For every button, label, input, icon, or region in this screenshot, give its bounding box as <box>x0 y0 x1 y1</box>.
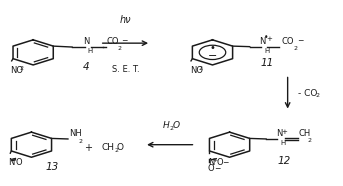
Text: 4: 4 <box>83 62 90 72</box>
Text: CH: CH <box>102 143 115 152</box>
Text: H: H <box>281 140 286 146</box>
Text: N: N <box>9 158 15 167</box>
Text: •: • <box>210 43 215 53</box>
Text: N: N <box>208 158 214 167</box>
Text: O: O <box>117 143 124 152</box>
Text: +: + <box>84 143 92 153</box>
Text: NO: NO <box>190 66 203 75</box>
Text: 2: 2 <box>170 126 174 131</box>
Text: 2: 2 <box>79 139 83 144</box>
Text: 11: 11 <box>261 58 274 68</box>
Text: N: N <box>276 129 282 138</box>
Text: CH: CH <box>298 129 311 138</box>
Text: +: + <box>281 129 287 134</box>
Text: CO: CO <box>282 37 294 46</box>
Text: +: + <box>267 36 272 42</box>
Text: 13: 13 <box>45 162 59 172</box>
Text: - CO: - CO <box>298 89 317 97</box>
Text: 2: 2 <box>19 66 23 71</box>
Text: NO: NO <box>10 66 23 75</box>
Text: H: H <box>264 48 270 54</box>
Text: −: − <box>214 164 220 173</box>
Text: hν: hν <box>120 15 131 25</box>
Text: O: O <box>208 163 214 173</box>
Text: 2: 2 <box>316 93 320 98</box>
Text: CO: CO <box>106 37 119 46</box>
Text: 2: 2 <box>115 148 118 153</box>
Text: 2: 2 <box>118 46 122 51</box>
Text: O: O <box>15 158 22 167</box>
Text: S. E. T.: S. E. T. <box>111 65 139 74</box>
Text: O: O <box>216 158 223 167</box>
Text: 2: 2 <box>293 46 297 51</box>
Text: 2: 2 <box>307 138 311 143</box>
Text: −: − <box>223 158 229 168</box>
Text: −: − <box>121 36 128 45</box>
Text: •: • <box>264 33 268 42</box>
Text: N: N <box>83 37 90 46</box>
Text: N: N <box>260 37 266 46</box>
Text: +: + <box>212 158 217 163</box>
Text: −: − <box>297 36 303 45</box>
Text: 2: 2 <box>199 66 202 71</box>
Text: O: O <box>173 121 180 130</box>
Text: H: H <box>87 48 93 54</box>
Text: 12: 12 <box>277 156 291 166</box>
Text: −: − <box>208 51 217 61</box>
Text: NH: NH <box>69 129 82 138</box>
Text: H: H <box>163 121 170 130</box>
